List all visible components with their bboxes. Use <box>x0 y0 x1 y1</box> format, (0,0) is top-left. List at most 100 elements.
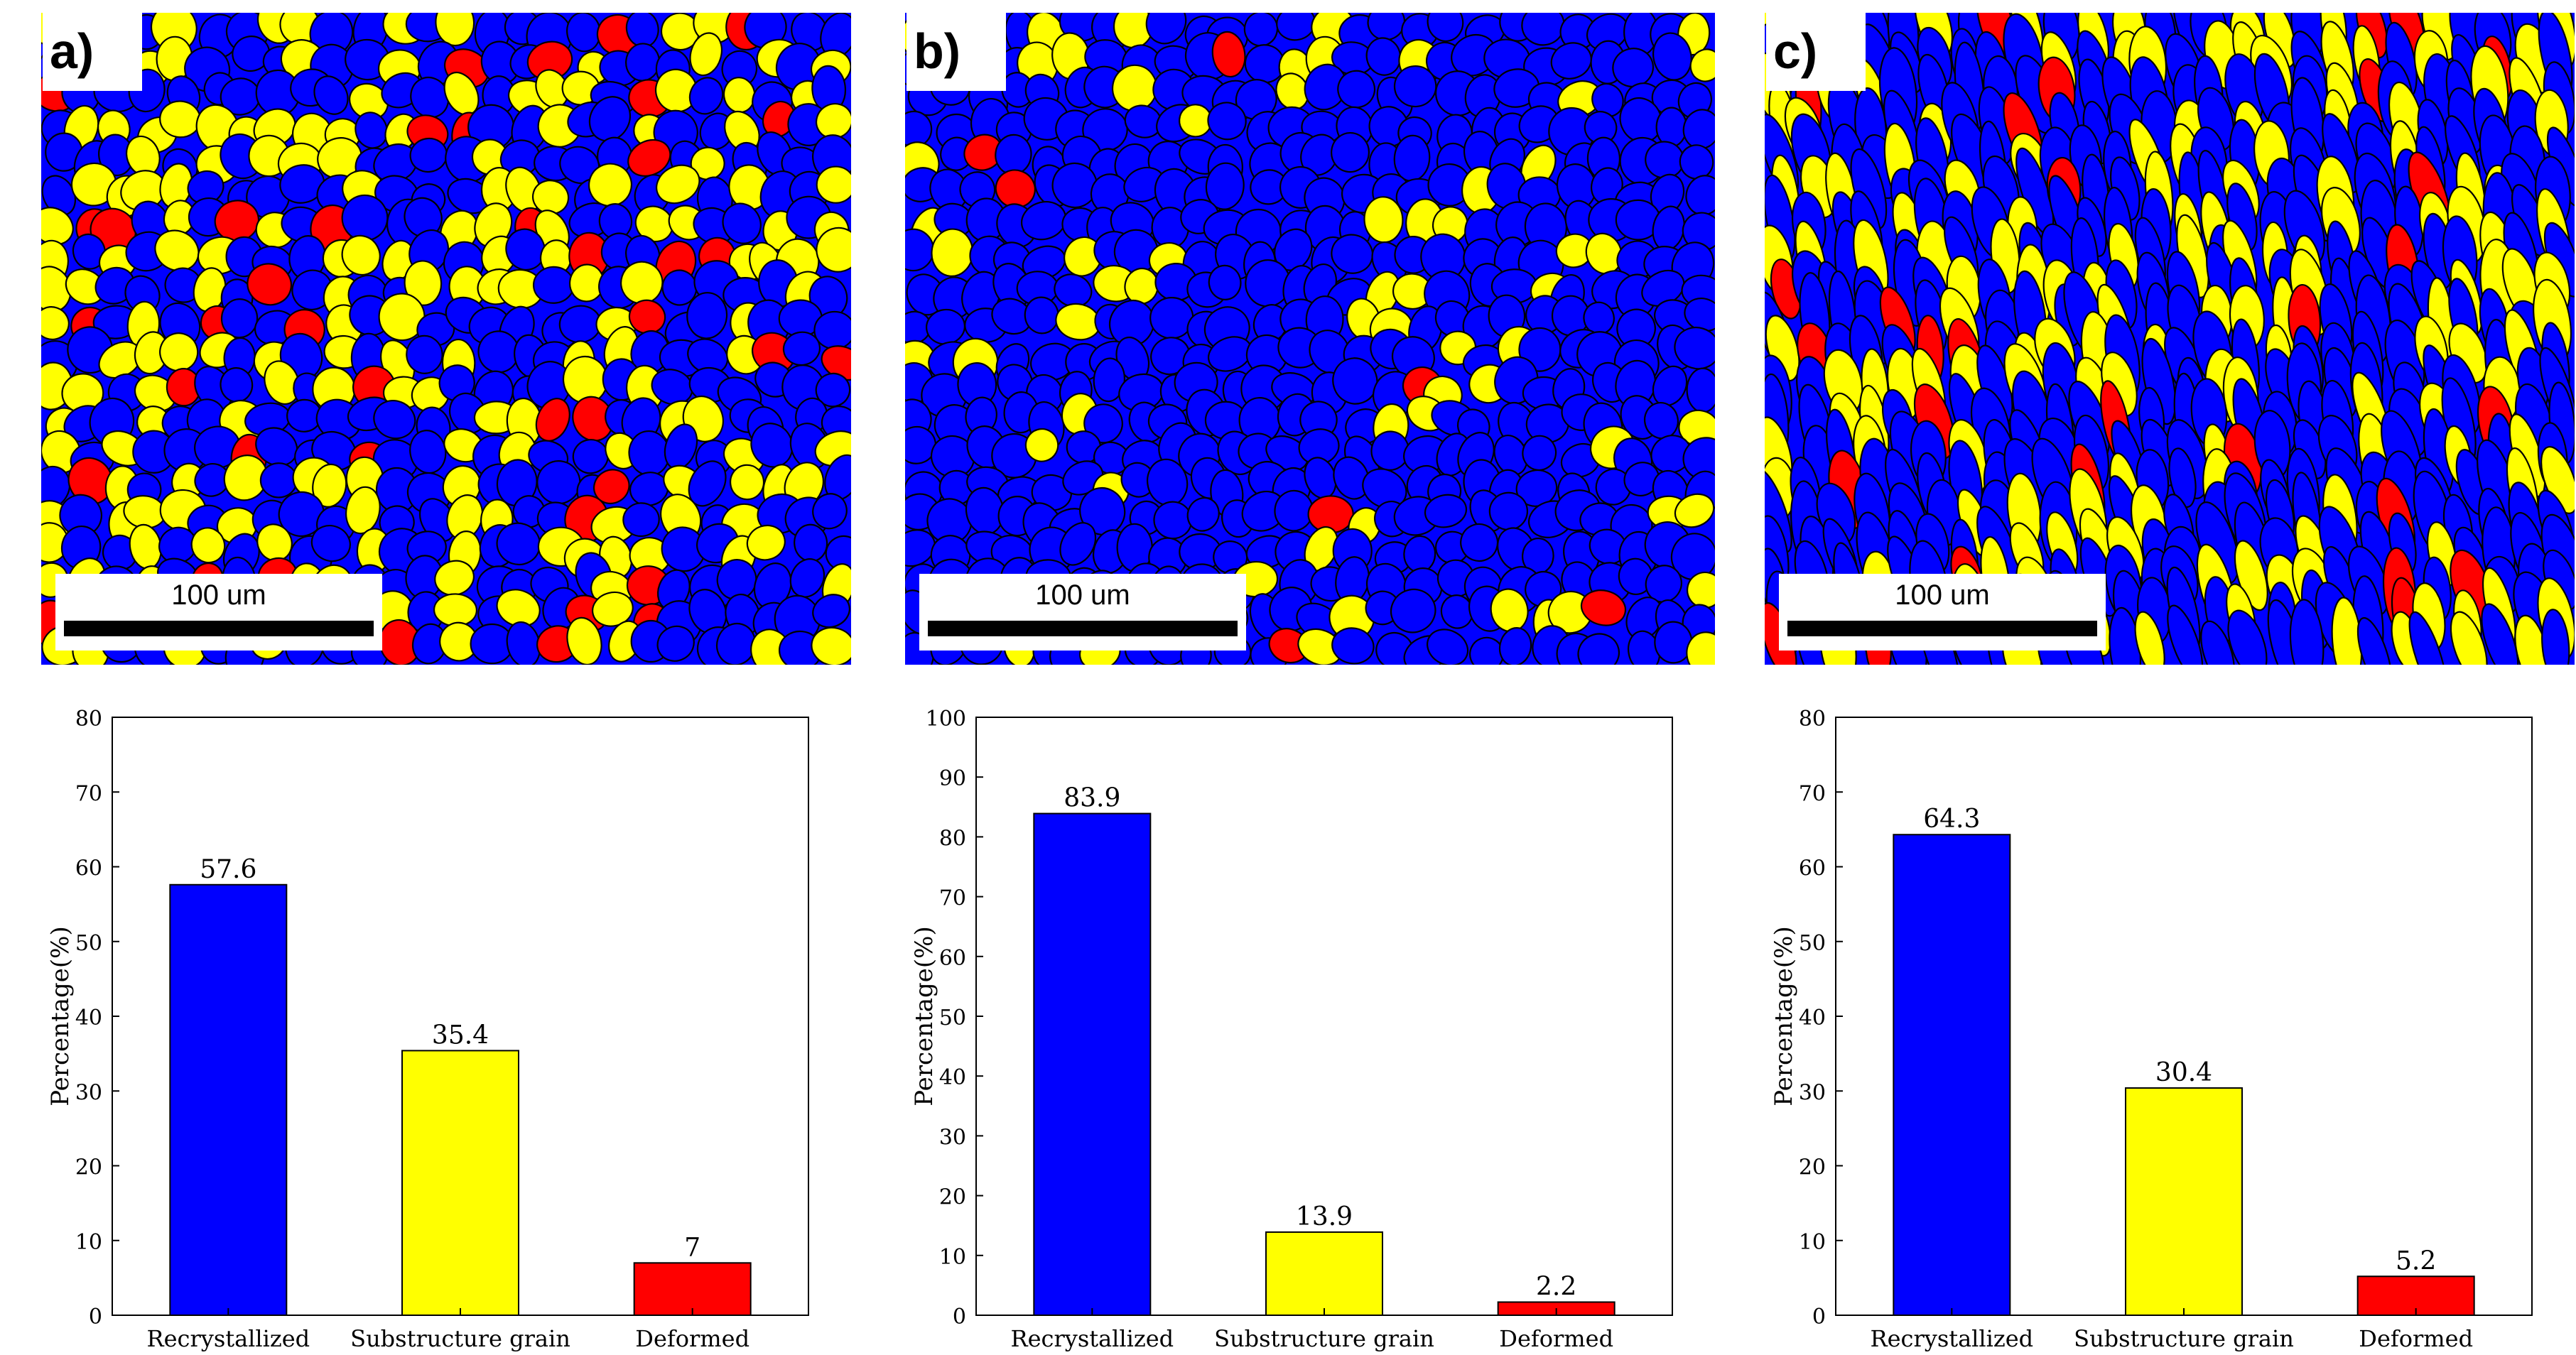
grain <box>1208 264 1242 300</box>
grain <box>72 233 107 270</box>
panel-label: c) <box>1766 11 1866 91</box>
bar-value-label: 64.3 <box>1923 805 1980 834</box>
grain <box>2134 611 2165 665</box>
scale-bar-line <box>64 621 374 636</box>
grain <box>1093 357 1126 403</box>
grain <box>1393 65 1437 108</box>
y-tick-label: 40 <box>1799 1006 1826 1030</box>
grain <box>1550 42 1592 80</box>
grain <box>2541 609 2570 665</box>
grain <box>1686 631 1715 665</box>
grain <box>588 96 632 142</box>
bar <box>1893 834 2011 1316</box>
y-tick-label: 40 <box>75 1006 102 1030</box>
scale-label: 100 um <box>1035 579 1130 611</box>
grain <box>1674 493 1715 528</box>
grain <box>378 293 426 342</box>
grain <box>355 111 388 149</box>
grain <box>1332 357 1378 405</box>
bar <box>1265 1231 1383 1316</box>
grain <box>505 228 546 271</box>
grain <box>2356 617 2392 665</box>
y-axis-label: Percentage(%) <box>1770 926 1798 1106</box>
y-tick-label: 80 <box>1799 707 1826 731</box>
scale-label: 100 um <box>171 579 266 611</box>
grain <box>815 372 851 408</box>
scale-bar: 100 um <box>55 574 382 651</box>
y-tick-label: 20 <box>939 1185 966 1210</box>
panel-a: a) 100 um 0 10 20 30 40 50 60 70 80 57.6 Recrystal… <box>41 0 851 1355</box>
grain <box>1577 633 1620 665</box>
grain <box>1498 627 1532 665</box>
y-tick-label: 90 <box>939 766 966 791</box>
grain <box>746 524 786 561</box>
y-tick-label: 50 <box>75 931 102 956</box>
grain <box>438 364 475 402</box>
grain <box>722 202 762 244</box>
grain <box>688 460 727 507</box>
bar-value-label: 2.2 <box>1536 1272 1576 1301</box>
grain <box>247 263 293 306</box>
grain <box>341 234 381 276</box>
y-tick-label: 60 <box>75 856 102 881</box>
grain <box>2200 620 2235 665</box>
y-tick-label: 0 <box>1812 1305 1826 1329</box>
grain <box>1623 462 1660 497</box>
grain <box>1424 494 1468 528</box>
grain <box>1059 522 1097 566</box>
grain <box>190 527 226 564</box>
y-tick-label: 20 <box>1799 1155 1826 1180</box>
grain <box>2168 447 2197 508</box>
y-tick-label: 10 <box>1799 1230 1826 1255</box>
x-tick-label: Substructure grain <box>350 1325 570 1352</box>
panel-label: b) <box>907 11 1006 91</box>
panel-c: c) 100 um 0 10 20 30 40 50 60 70 80 64.3 Recrystal… <box>1765 0 2575 1355</box>
grain-map-b <box>905 13 1715 665</box>
bar-value-label: 30.4 <box>2155 1058 2212 1087</box>
bar <box>633 1262 752 1317</box>
y-tick-label: 80 <box>75 707 102 731</box>
grain <box>1674 327 1715 370</box>
grain <box>345 486 381 535</box>
grain <box>905 425 937 464</box>
grain <box>433 593 477 627</box>
grain <box>1362 468 1407 509</box>
y-axis-label: Percentage(%) <box>910 926 938 1106</box>
grain <box>154 229 200 272</box>
grain <box>2289 599 2325 665</box>
grain <box>41 465 71 509</box>
y-tick-label: 70 <box>1799 781 1826 806</box>
bar-value-label: 7 <box>684 1233 700 1262</box>
grain <box>435 13 475 47</box>
grain <box>1427 628 1469 665</box>
grain <box>2540 446 2575 514</box>
bar-chart-a: 0 10 20 30 40 50 60 70 80 57.6 Recrystallized 35.4 S… <box>46 707 809 1352</box>
y-axis-label: Percentage(%) <box>46 926 75 1106</box>
grain <box>1337 70 1376 109</box>
y-tick-label: 0 <box>89 1305 102 1329</box>
y-tick-label: 100 <box>926 707 966 731</box>
grain <box>816 227 851 273</box>
grain <box>1580 589 1627 626</box>
y-tick-label: 80 <box>939 826 966 851</box>
panel-label: a) <box>43 11 142 91</box>
grain <box>41 306 70 340</box>
grain <box>373 400 416 440</box>
y-tick-label: 40 <box>939 1065 966 1090</box>
grain <box>2167 604 2204 665</box>
x-tick-label: Deformed <box>635 1325 749 1352</box>
grain <box>1652 32 1692 81</box>
bar <box>1033 812 1152 1316</box>
grain <box>313 75 349 115</box>
y-tick-label: 70 <box>939 886 966 911</box>
grain-map-a <box>41 13 851 665</box>
grain <box>686 292 728 339</box>
grain <box>278 491 325 537</box>
bar-value-label: 35.4 <box>432 1021 489 1050</box>
grain <box>2234 540 2268 611</box>
bar-value-label: 83.9 <box>1064 784 1120 813</box>
grain <box>656 625 695 662</box>
grain <box>592 591 634 627</box>
grain <box>310 525 351 562</box>
grain <box>1331 627 1375 665</box>
